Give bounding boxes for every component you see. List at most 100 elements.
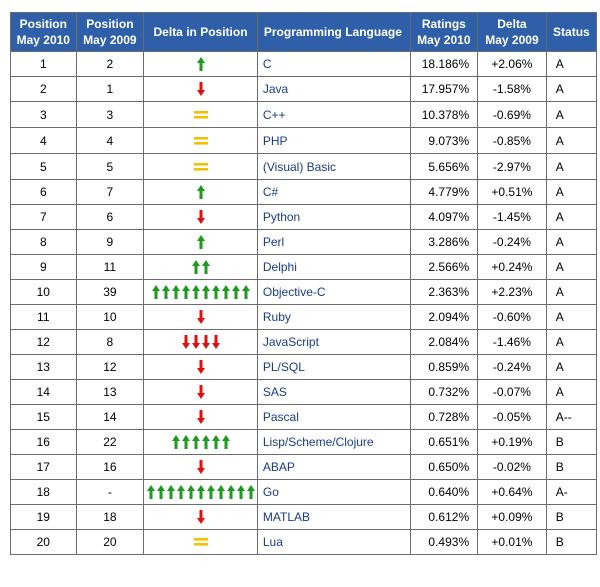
up-arrow-icon bbox=[216, 485, 225, 499]
down-arrow-icon bbox=[201, 335, 210, 349]
position-2009-cell: 2 bbox=[75, 51, 145, 77]
delta-position-cell bbox=[143, 153, 258, 180]
language-link[interactable]: Java bbox=[256, 76, 411, 102]
table-row: 11 10 Ruby 2.094% -0.60% A bbox=[10, 304, 598, 330]
equal-icon bbox=[193, 110, 208, 119]
delta-rating-cell: -0.07% bbox=[477, 379, 547, 405]
language-link[interactable]: Delphi bbox=[256, 254, 411, 280]
table-row: 12 8 JavaScript 2.084% -1.46% A bbox=[10, 329, 598, 355]
language-link[interactable]: Perl bbox=[256, 229, 411, 255]
language-link[interactable]: JavaScript bbox=[256, 329, 411, 355]
language-link[interactable]: MATLAB bbox=[256, 504, 411, 530]
position-2010-cell: 6 bbox=[10, 179, 77, 205]
equal-icon bbox=[193, 162, 208, 171]
language-link[interactable]: Ruby bbox=[256, 304, 411, 330]
language-link[interactable]: ABAP bbox=[256, 454, 411, 480]
language-link[interactable]: (Visual) Basic bbox=[256, 153, 411, 180]
up-arrow-icon bbox=[206, 485, 215, 499]
language-link[interactable]: PHP bbox=[256, 127, 411, 154]
position-2010-cell: 18 bbox=[10, 479, 77, 505]
delta-rating-cell: +0.19% bbox=[477, 429, 547, 455]
table-row: 18- Go 0.640% +0.64% A- bbox=[10, 479, 598, 505]
delta-rating-cell: -0.02% bbox=[477, 454, 547, 480]
table-row: 15 14 Pascal 0.728% -0.05% A-- bbox=[10, 404, 598, 430]
header-status[interactable]: Status bbox=[545, 12, 598, 52]
rating-cell: 5.656% bbox=[409, 153, 479, 180]
up-arrow-icon bbox=[201, 285, 210, 299]
delta-position-cell bbox=[143, 329, 258, 355]
delta-position-cell bbox=[143, 51, 258, 77]
delta-position-cell bbox=[143, 76, 258, 102]
position-2009-cell: 3 bbox=[75, 101, 145, 128]
up-arrow-icon bbox=[236, 485, 245, 499]
down-arrow-icon bbox=[196, 82, 205, 96]
status-cell: A bbox=[545, 101, 598, 128]
language-link[interactable]: PL/SQL bbox=[256, 354, 411, 380]
delta-rating-cell: +0.64% bbox=[477, 479, 547, 505]
header-delta-2009[interactable]: Delta May 2009 bbox=[477, 12, 547, 52]
rating-cell: 2.084% bbox=[409, 329, 479, 355]
up-arrow-icon bbox=[211, 435, 220, 449]
position-2010-cell: 15 bbox=[10, 404, 77, 430]
table-row: 19 18 MATLAB 0.612% +0.09% B bbox=[10, 504, 598, 530]
position-2009-cell: 4 bbox=[75, 127, 145, 154]
position-2009-cell: 8 bbox=[75, 329, 145, 355]
up-arrow-icon bbox=[176, 485, 185, 499]
rating-cell: 2.094% bbox=[409, 304, 479, 330]
language-link[interactable]: SAS bbox=[256, 379, 411, 405]
position-2009-cell: 16 bbox=[75, 454, 145, 480]
up-arrow-icon bbox=[151, 285, 160, 299]
delta-rating-cell: -1.45% bbox=[477, 204, 547, 230]
up-arrow-icon bbox=[191, 435, 200, 449]
header-ratings-2010[interactable]: Ratings May 2010 bbox=[409, 12, 479, 52]
header-programming-language[interactable]: Programming Language bbox=[256, 12, 411, 52]
position-2010-cell: 16 bbox=[10, 429, 77, 455]
delta-rating-cell: +0.51% bbox=[477, 179, 547, 205]
up-arrow-icon bbox=[161, 285, 170, 299]
header-position-2010[interactable]: Position May 2010 bbox=[10, 12, 77, 52]
position-2009-cell: 1 bbox=[75, 76, 145, 102]
language-link[interactable]: Lua bbox=[256, 529, 411, 555]
header-delta-line2: May 2009 bbox=[485, 33, 539, 47]
delta-position-cell bbox=[143, 179, 258, 205]
delta-position-cell bbox=[143, 101, 258, 128]
table-row: 16 22 Lisp/Scheme/Clojure 0.651% +0.19% B bbox=[10, 429, 598, 455]
up-arrow-icon bbox=[211, 285, 220, 299]
delta-position-cell bbox=[143, 454, 258, 480]
status-cell: A bbox=[545, 279, 598, 305]
language-link[interactable]: Python bbox=[256, 204, 411, 230]
position-2010-cell: 3 bbox=[10, 101, 77, 128]
table-row: 3 3 C++ 10.378% -0.69% A bbox=[10, 101, 598, 128]
status-cell: B bbox=[545, 454, 598, 480]
status-cell: A bbox=[545, 127, 598, 154]
header-position-2009[interactable]: Position May 2009 bbox=[75, 12, 145, 52]
up-arrow-icon bbox=[156, 485, 165, 499]
language-link[interactable]: C# bbox=[256, 179, 411, 205]
position-2010-cell: 10 bbox=[10, 279, 77, 305]
down-arrow-icon bbox=[196, 210, 205, 224]
status-cell: A bbox=[545, 204, 598, 230]
rating-cell: 10.378% bbox=[409, 101, 479, 128]
up-arrow-icon bbox=[166, 485, 175, 499]
language-link[interactable]: Objective-C bbox=[256, 279, 411, 305]
position-2010-cell: 14 bbox=[10, 379, 77, 405]
language-link[interactable]: C bbox=[256, 51, 411, 77]
language-link[interactable]: Pascal bbox=[256, 404, 411, 430]
language-link[interactable]: Lisp/Scheme/Clojure bbox=[256, 429, 411, 455]
down-arrow-icon bbox=[196, 310, 205, 324]
status-cell: B bbox=[545, 429, 598, 455]
position-2010-cell: 17 bbox=[10, 454, 77, 480]
down-arrow-icon bbox=[196, 410, 205, 424]
rating-cell: 0.493% bbox=[409, 529, 479, 555]
status-cell: A bbox=[545, 229, 598, 255]
up-arrow-icon bbox=[246, 485, 255, 499]
position-2009-cell: 39 bbox=[75, 279, 145, 305]
equal-icon bbox=[193, 538, 208, 546]
table-row: 10 39 Objective-C 2.363% +2.23% A bbox=[10, 279, 598, 305]
language-link[interactable]: Go bbox=[256, 479, 411, 505]
language-link[interactable]: C++ bbox=[256, 101, 411, 128]
position-2009-cell: 5 bbox=[75, 153, 145, 180]
header-delta-position[interactable]: Delta in Position bbox=[143, 12, 258, 52]
rating-cell: 0.612% bbox=[409, 504, 479, 530]
table-row: 6 7 C# 4.779% +0.51% A bbox=[10, 179, 598, 205]
